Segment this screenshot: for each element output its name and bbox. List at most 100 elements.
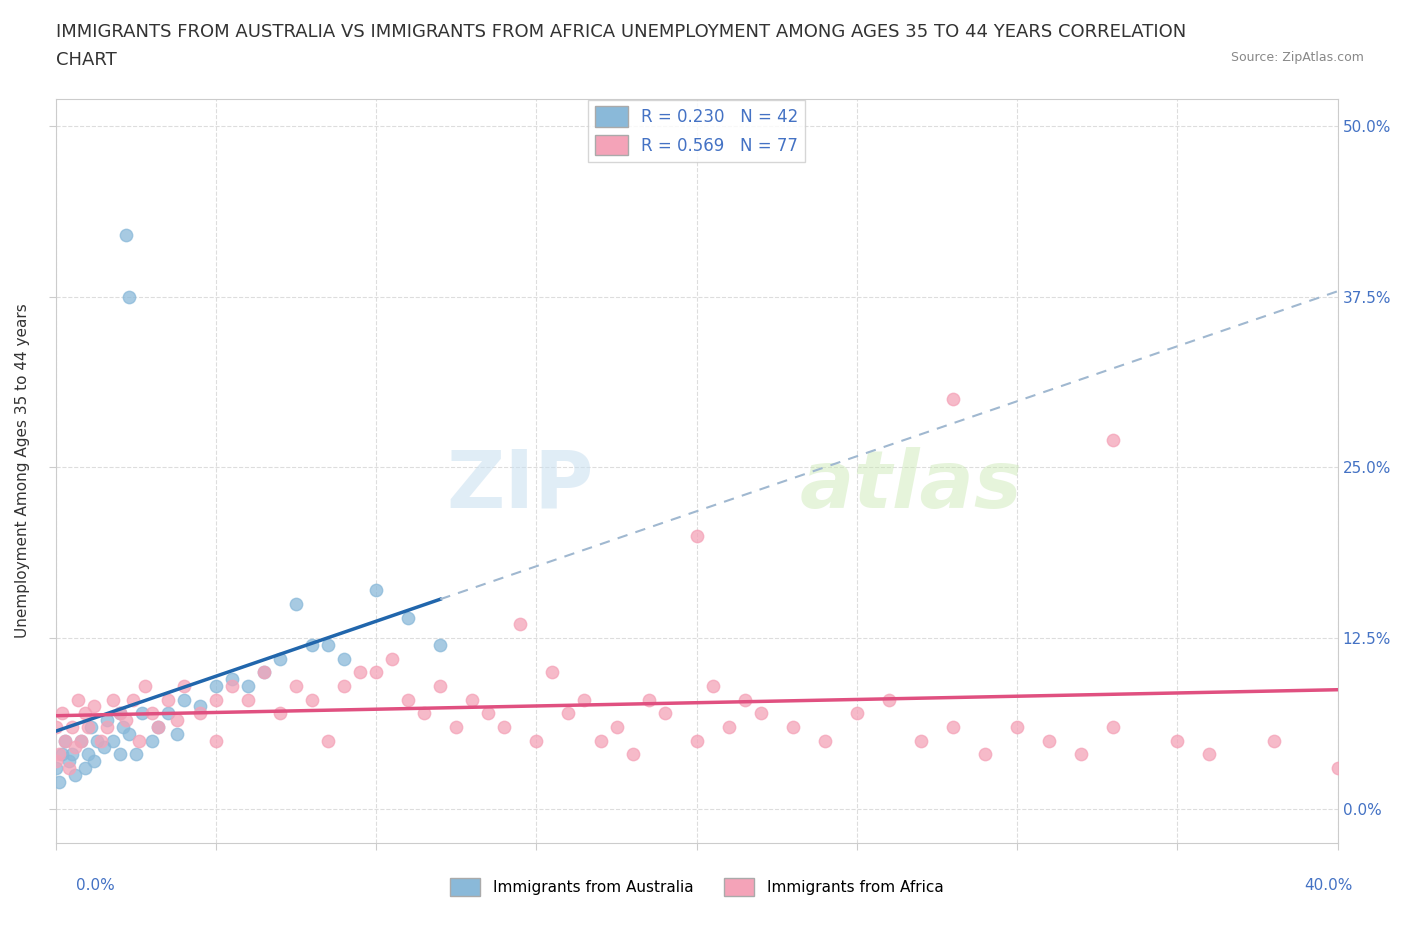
Point <box>494 720 516 735</box>
Point <box>1005 720 1028 735</box>
Point <box>685 528 707 543</box>
Point <box>942 392 965 406</box>
Point <box>148 720 170 735</box>
Point <box>173 692 195 707</box>
Point <box>1102 432 1125 447</box>
Text: 0.0%: 0.0% <box>76 878 115 893</box>
Point <box>253 665 276 680</box>
Point <box>396 692 419 707</box>
Point <box>67 692 90 707</box>
Point <box>621 747 644 762</box>
Point <box>45 753 67 768</box>
Point <box>526 733 548 748</box>
Point <box>205 692 228 707</box>
Point <box>63 767 86 782</box>
Point <box>606 720 628 735</box>
Point <box>557 706 579 721</box>
Point <box>103 733 125 748</box>
Point <box>541 665 564 680</box>
Point <box>51 747 73 762</box>
Point <box>173 679 195 694</box>
Point <box>45 720 67 735</box>
Text: atlas: atlas <box>799 446 1022 525</box>
Point <box>1198 747 1220 762</box>
Point <box>974 747 997 762</box>
Point <box>141 733 163 748</box>
Point <box>221 679 243 694</box>
Point <box>60 747 83 762</box>
Y-axis label: Unemployment Among Ages 35 to 44 years: Unemployment Among Ages 35 to 44 years <box>15 303 30 638</box>
Point <box>86 733 108 748</box>
Point <box>269 706 291 721</box>
Point <box>93 740 115 755</box>
Point <box>366 583 388 598</box>
Point <box>1070 747 1092 762</box>
Point <box>134 679 156 694</box>
Point <box>108 747 131 762</box>
Point <box>156 692 179 707</box>
Point <box>108 706 131 721</box>
Point <box>48 774 70 789</box>
Point <box>381 651 404 666</box>
Point <box>316 733 339 748</box>
Point <box>236 679 259 694</box>
Point <box>58 753 80 768</box>
Point <box>131 706 153 721</box>
Point <box>782 720 804 735</box>
Point <box>83 699 105 714</box>
Point <box>118 289 141 304</box>
Point <box>111 720 134 735</box>
Point <box>477 706 499 721</box>
Point <box>166 712 188 727</box>
Point <box>910 733 932 748</box>
Point <box>446 720 468 735</box>
Point <box>51 706 73 721</box>
Point <box>73 706 96 721</box>
Point <box>188 699 211 714</box>
Point <box>301 637 323 652</box>
Point <box>115 712 138 727</box>
Point <box>942 720 965 735</box>
Point <box>108 706 131 721</box>
Point <box>83 753 105 768</box>
Point <box>45 761 67 776</box>
Point <box>58 761 80 776</box>
Text: Source: ZipAtlas.com: Source: ZipAtlas.com <box>1230 51 1364 64</box>
Point <box>53 733 76 748</box>
Point <box>166 726 188 741</box>
Point <box>333 679 356 694</box>
Point <box>461 692 484 707</box>
Point <box>125 747 148 762</box>
Point <box>53 733 76 748</box>
Point <box>734 692 756 707</box>
Point <box>236 692 259 707</box>
Point <box>316 637 339 652</box>
Point <box>1326 761 1348 776</box>
Point <box>48 747 70 762</box>
Point <box>1102 720 1125 735</box>
Point <box>148 720 170 735</box>
Point <box>118 726 141 741</box>
Point <box>1166 733 1188 748</box>
Point <box>221 671 243 686</box>
Point <box>285 596 308 611</box>
Point <box>80 720 103 735</box>
Text: CHART: CHART <box>56 51 117 69</box>
Point <box>429 637 451 652</box>
Point <box>60 720 83 735</box>
Point <box>349 665 371 680</box>
Point <box>188 706 211 721</box>
Point <box>253 665 276 680</box>
Point <box>269 651 291 666</box>
Point <box>333 651 356 666</box>
Point <box>749 706 772 721</box>
Legend: R = 0.230   N = 42, R = 0.569   N = 77: R = 0.230 N = 42, R = 0.569 N = 77 <box>588 100 806 162</box>
Text: ZIP: ZIP <box>447 446 595 525</box>
Point <box>685 733 707 748</box>
Point <box>73 761 96 776</box>
Text: 40.0%: 40.0% <box>1305 878 1353 893</box>
Point <box>654 706 676 721</box>
Point <box>509 617 531 631</box>
Point <box>1038 733 1060 748</box>
Text: IMMIGRANTS FROM AUSTRALIA VS IMMIGRANTS FROM AFRICA UNEMPLOYMENT AMONG AGES 35 T: IMMIGRANTS FROM AUSTRALIA VS IMMIGRANTS … <box>56 23 1187 41</box>
